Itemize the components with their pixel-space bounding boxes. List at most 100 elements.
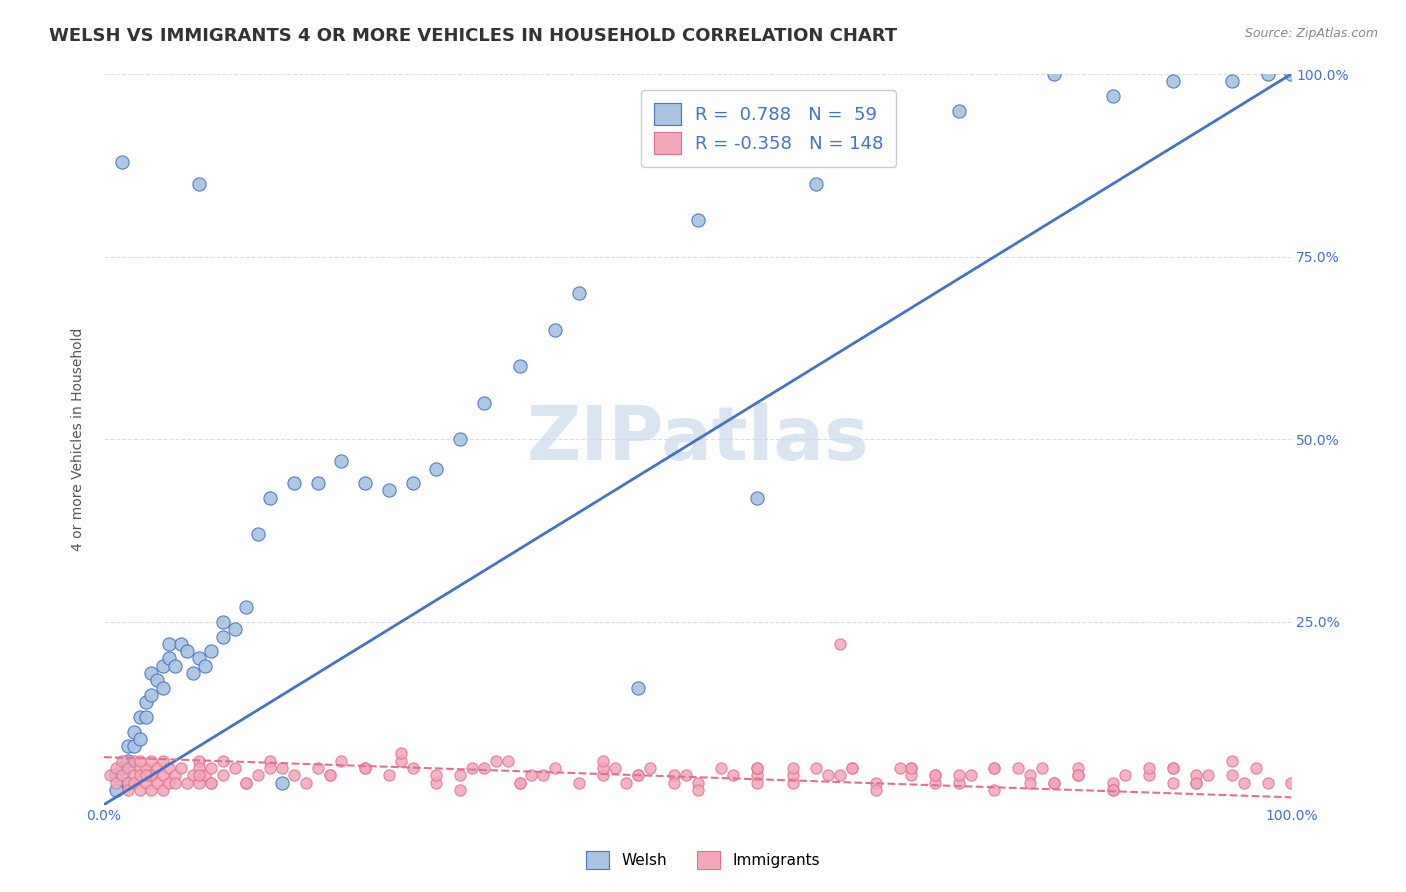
Point: [307, 761, 329, 775]
Point: [592, 761, 614, 775]
Point: [983, 783, 1005, 797]
Point: [235, 775, 257, 789]
Point: [900, 761, 922, 775]
Point: [1102, 783, 1125, 797]
Point: [806, 761, 828, 775]
Point: [402, 761, 425, 775]
Point: [745, 761, 768, 775]
Point: [128, 768, 150, 782]
Point: [1161, 775, 1184, 789]
Point: [1114, 768, 1136, 782]
Point: [568, 286, 591, 301]
Point: [188, 768, 211, 782]
Point: [200, 644, 222, 658]
Point: [1102, 89, 1125, 103]
Point: [1257, 67, 1279, 81]
Point: [745, 491, 768, 505]
Point: [111, 768, 134, 782]
Point: [152, 658, 174, 673]
Point: [389, 754, 412, 768]
Point: [1197, 768, 1219, 782]
Point: [146, 775, 169, 789]
Point: [1007, 761, 1029, 775]
Point: [259, 761, 281, 775]
Point: [188, 761, 211, 775]
Point: [176, 644, 198, 658]
Point: [616, 775, 638, 789]
Point: [307, 476, 329, 491]
Point: [1244, 761, 1267, 775]
Point: [948, 103, 970, 118]
Legend: R =  0.788   N =  59, R = -0.358   N = 148: R = 0.788 N = 59, R = -0.358 N = 148: [641, 90, 897, 167]
Text: Source: ZipAtlas.com: Source: ZipAtlas.com: [1244, 27, 1378, 40]
Point: [841, 761, 863, 775]
Point: [782, 761, 804, 775]
Point: [1043, 775, 1066, 789]
Point: [141, 688, 163, 702]
Point: [627, 768, 650, 782]
Point: [1043, 775, 1066, 789]
Point: [544, 323, 567, 337]
Point: [603, 761, 626, 775]
Point: [472, 396, 495, 410]
Point: [1161, 761, 1184, 775]
Point: [181, 768, 204, 782]
Point: [146, 761, 169, 775]
Point: [485, 754, 508, 768]
Point: [135, 768, 157, 782]
Point: [152, 681, 174, 695]
Point: [675, 768, 697, 782]
Point: [122, 768, 145, 782]
Point: [111, 754, 134, 768]
Point: [188, 177, 211, 191]
Point: [176, 775, 198, 789]
Point: [128, 761, 150, 775]
Point: [152, 783, 174, 797]
Point: [104, 761, 127, 775]
Point: [117, 739, 139, 754]
Point: [170, 761, 193, 775]
Point: [165, 768, 187, 782]
Point: [1185, 768, 1208, 782]
Point: [1102, 775, 1125, 789]
Point: [806, 177, 828, 191]
Text: WELSH VS IMMIGRANTS 4 OR MORE VEHICLES IN HOUSEHOLD CORRELATION CHART: WELSH VS IMMIGRANTS 4 OR MORE VEHICLES I…: [49, 27, 897, 45]
Point: [135, 710, 157, 724]
Point: [472, 761, 495, 775]
Point: [830, 768, 852, 782]
Point: [259, 491, 281, 505]
Point: [152, 768, 174, 782]
Point: [638, 761, 661, 775]
Point: [544, 761, 567, 775]
Point: [235, 775, 257, 789]
Point: [104, 783, 127, 797]
Point: [1066, 768, 1088, 782]
Point: [1257, 775, 1279, 789]
Point: [1279, 775, 1302, 789]
Point: [425, 775, 447, 789]
Point: [568, 775, 591, 789]
Point: [841, 761, 863, 775]
Point: [378, 768, 401, 782]
Point: [141, 768, 163, 782]
Point: [141, 783, 163, 797]
Point: [141, 666, 163, 681]
Point: [128, 754, 150, 768]
Point: [627, 681, 650, 695]
Point: [141, 768, 163, 782]
Point: [1019, 768, 1042, 782]
Point: [283, 476, 305, 491]
Point: [1161, 761, 1184, 775]
Point: [948, 768, 970, 782]
Point: [782, 768, 804, 782]
Point: [111, 761, 134, 775]
Point: [461, 761, 484, 775]
Point: [449, 433, 471, 447]
Point: [247, 527, 270, 541]
Point: [449, 768, 471, 782]
Point: [330, 454, 353, 468]
Point: [889, 761, 911, 775]
Point: [662, 775, 685, 789]
Point: [1233, 775, 1256, 789]
Point: [271, 775, 294, 789]
